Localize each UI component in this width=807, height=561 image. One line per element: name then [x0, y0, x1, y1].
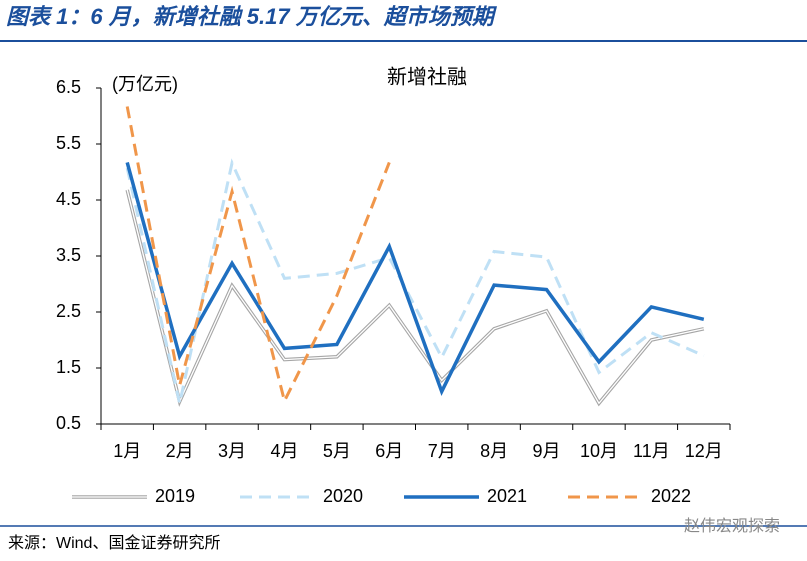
page-title: 图表 1：6 月，新增社融 5.17 万亿元、超市场预期 [6, 4, 498, 29]
x-tick-label: 8月 [480, 441, 508, 461]
watermark: 赵伟宏观探索 [684, 517, 780, 535]
x-tick-label: 12月 [685, 441, 723, 461]
x-tick-label: 4月 [270, 441, 298, 461]
x-tick-label: 2月 [166, 441, 194, 461]
series-line [125, 162, 705, 396]
legend-label: 2019 [155, 486, 195, 506]
legend-label: 2021 [487, 486, 527, 506]
x-tick-label: 5月 [323, 441, 351, 461]
y-tick-label: 1.5 [56, 357, 81, 377]
x-tick-label: 1月 [113, 441, 141, 461]
source: 来源：Wind、国金证券研究所 [8, 534, 220, 552]
y-axis-label: (万亿元) [112, 74, 178, 94]
x-tick-label: 3月 [218, 441, 246, 461]
y-tick-label: 3.5 [56, 245, 81, 265]
y-tick-label: 5.5 [56, 133, 81, 153]
y-tick-label: 6.5 [56, 77, 81, 97]
x-tick-label: 6月 [375, 441, 403, 461]
x-tick-label: 7月 [428, 441, 456, 461]
y-tick-label: 0.5 [56, 413, 81, 433]
legend-label: 2022 [651, 486, 691, 506]
series-line [125, 106, 391, 406]
series-line-inner [126, 189, 704, 405]
chart-title: 新增社融 [387, 65, 467, 88]
x-tick-label: 10月 [580, 441, 618, 461]
x-tick-label: 11月 [633, 441, 670, 461]
x-tick-label: 9月 [533, 441, 561, 461]
legend-label: 2020 [323, 486, 363, 506]
series-line [125, 158, 705, 404]
y-tick-label: 2.5 [56, 301, 81, 321]
y-tick-label: 4.5 [56, 189, 81, 209]
